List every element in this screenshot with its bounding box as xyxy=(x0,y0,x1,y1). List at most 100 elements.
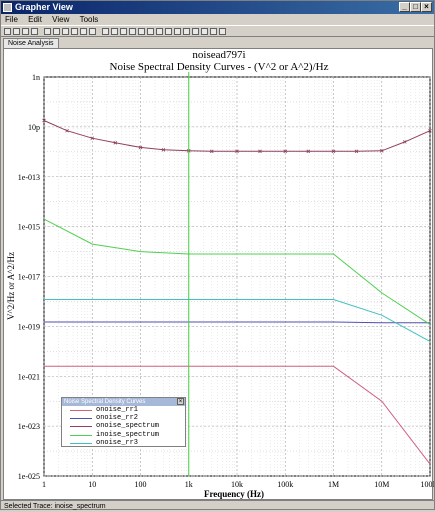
series-marker xyxy=(161,148,166,152)
menu-bar: File Edit View Tools xyxy=(1,14,434,25)
log-x-icon[interactable] xyxy=(174,28,181,35)
legend-item[interactable]: onoise_rr3 xyxy=(62,439,185,447)
menu-edit[interactable]: Edit xyxy=(28,15,42,24)
series-marker xyxy=(90,136,95,141)
undo-icon[interactable] xyxy=(80,28,87,35)
legend-swatch xyxy=(70,442,92,444)
y-tick-label: 1n xyxy=(32,73,40,82)
save-icon[interactable] xyxy=(22,28,29,35)
status-bar: Selected Trace: inoise_spectrum xyxy=(1,500,434,511)
y-tick-label: 1e-025 xyxy=(18,472,40,481)
cursor-icon[interactable] xyxy=(138,28,145,35)
legend-title: Noise Spectral Density Curves xyxy=(64,399,146,405)
print-icon[interactable] xyxy=(31,28,38,35)
legend-swatch xyxy=(70,434,92,436)
legend-label: onoise_rr3 xyxy=(96,438,139,447)
menu-tools[interactable]: Tools xyxy=(79,15,99,24)
legend-swatch xyxy=(70,418,92,420)
series-marker xyxy=(331,149,336,154)
series-marker xyxy=(65,128,69,133)
y-tick-label: 1e-021 xyxy=(18,372,40,381)
x-tick-label: 100k xyxy=(277,480,293,489)
open-icon[interactable] xyxy=(13,28,20,35)
series-marker xyxy=(306,149,311,154)
legend-label: inoise_spectrum xyxy=(96,430,160,439)
series-marker xyxy=(379,148,384,153)
trace-icon[interactable] xyxy=(147,28,154,35)
y-axis-label: V^2/Hz or A^2/Hz xyxy=(6,252,16,320)
status-text: Selected Trace: inoise_spectrum xyxy=(4,503,106,510)
zoom-fit-icon[interactable] xyxy=(120,28,127,35)
y-tick-label: 1e-015 xyxy=(18,223,40,232)
legend-label: onoise_rr1 xyxy=(96,406,139,414)
noise-chart[interactable]: noisead797i Noise Spectral Density Curve… xyxy=(4,49,435,501)
series-marker xyxy=(354,149,359,154)
title-bar[interactable]: Grapher View _ □ × xyxy=(1,1,434,14)
series-marker xyxy=(283,149,288,154)
chart-title: noisead797i xyxy=(192,49,245,61)
series-marker xyxy=(258,149,262,154)
x-axis-label: Frequency (Hz) xyxy=(204,489,264,499)
x-tick-label: 10 xyxy=(88,480,96,489)
legend-swatch xyxy=(70,426,92,428)
zoom-in-icon[interactable] xyxy=(102,28,109,35)
x-tick-label: 100M xyxy=(420,480,434,489)
y-tick-label: 1e-017 xyxy=(18,273,40,282)
y-tick-label: 1e-013 xyxy=(18,173,40,182)
legend-swatch xyxy=(70,410,92,411)
legend-title-bar[interactable]: Noise Spectral Density Curves × xyxy=(62,398,185,406)
y-tick-label: 1e-023 xyxy=(18,422,40,431)
new-icon[interactable] xyxy=(4,28,11,35)
delete-icon[interactable] xyxy=(71,28,78,35)
minimize-icon[interactable]: _ xyxy=(399,2,410,12)
series-marker xyxy=(42,118,46,123)
legend-item[interactable]: inoise_spectrum xyxy=(62,431,185,439)
menu-view[interactable]: View xyxy=(52,15,70,24)
x-tick-label: 10M xyxy=(374,480,389,489)
series-marker xyxy=(235,149,239,154)
y-tick-label: 10p xyxy=(28,123,40,132)
copy-icon[interactable] xyxy=(53,28,60,35)
grid-icon[interactable] xyxy=(156,28,163,35)
legend-label: onoise_spectrum xyxy=(96,422,160,431)
paste-icon[interactable] xyxy=(62,28,69,35)
series-marker xyxy=(428,128,432,133)
legend-icon[interactable] xyxy=(165,28,172,35)
x-tick-label: 1 xyxy=(42,480,46,489)
series-marker xyxy=(113,141,118,145)
help-icon[interactable] xyxy=(219,28,226,35)
zoom-out-icon[interactable] xyxy=(111,28,118,35)
tab-bar: Noise Analysis xyxy=(1,37,434,48)
toolbar xyxy=(1,25,434,37)
x-tick-label: 100 xyxy=(135,480,147,489)
legend-item[interactable]: onoise_rr1 xyxy=(62,406,185,414)
legend-panel[interactable]: Noise Spectral Density Curves × onoise_r… xyxy=(61,397,186,447)
series-marker xyxy=(402,140,407,144)
color-icon[interactable] xyxy=(201,28,208,35)
window-title: Grapher View xyxy=(15,2,73,12)
legend-close-icon[interactable]: × xyxy=(177,398,184,405)
series-marker xyxy=(138,145,143,150)
export-icon[interactable] xyxy=(210,28,217,35)
app-icon xyxy=(3,3,12,12)
x-tick-label: 1k xyxy=(185,480,193,489)
marker-icon[interactable] xyxy=(192,28,199,35)
y-tick-label: 1e-019 xyxy=(18,322,40,331)
close-icon[interactable]: × xyxy=(421,2,432,12)
legend-item[interactable]: onoise_spectrum xyxy=(62,422,185,430)
x-tick-label: 1M xyxy=(328,480,339,489)
log-y-icon[interactable] xyxy=(183,28,190,35)
menu-file[interactable]: File xyxy=(5,15,18,24)
chart-subtitle: Noise Spectral Density Curves - (V^2 or … xyxy=(110,61,329,73)
maximize-icon[interactable]: □ xyxy=(410,2,421,12)
cut-icon[interactable] xyxy=(44,28,51,35)
pan-icon[interactable] xyxy=(129,28,136,35)
series-line-inoise_spectrum[interactable] xyxy=(43,218,431,325)
legend-item[interactable]: onoise_rr2 xyxy=(62,414,185,422)
tab-noise-analysis[interactable]: Noise Analysis xyxy=(3,38,59,48)
redo-icon[interactable] xyxy=(89,28,96,35)
x-tick-label: 10k xyxy=(231,480,243,489)
series-marker xyxy=(209,149,214,154)
legend-label: onoise_rr2 xyxy=(96,414,139,423)
